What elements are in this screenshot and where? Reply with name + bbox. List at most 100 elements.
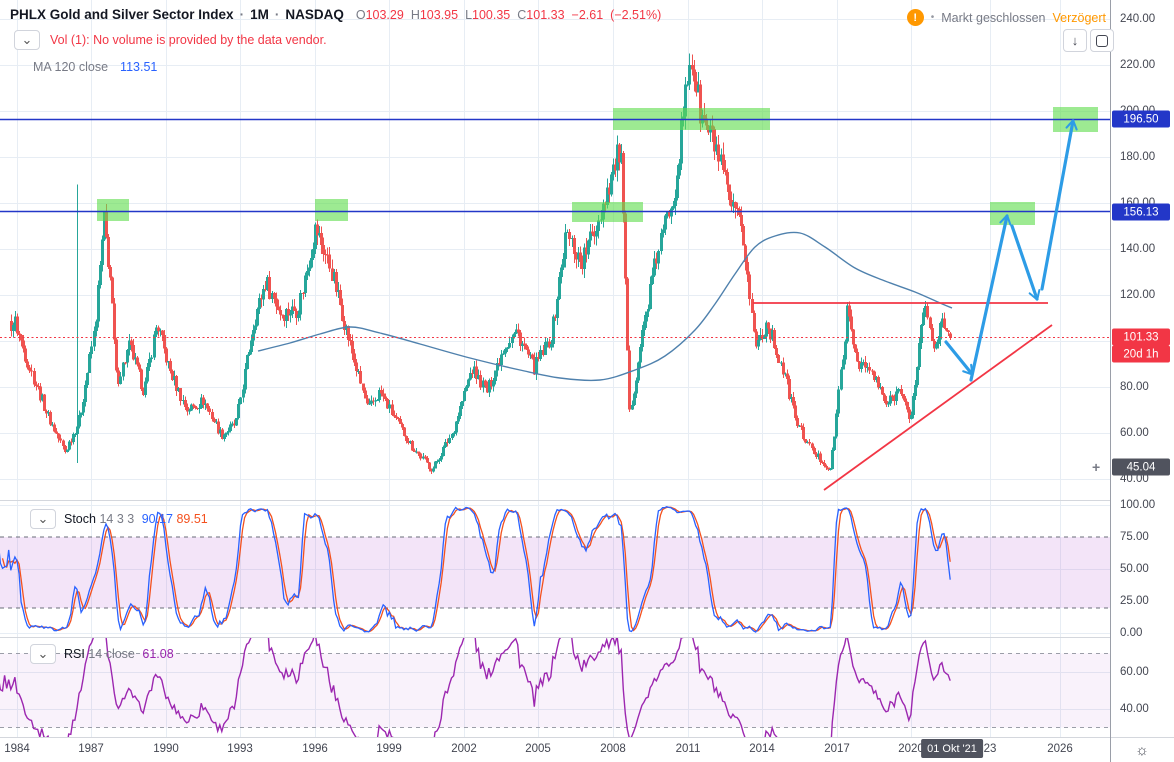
- interval-label[interactable]: 1M: [250, 7, 269, 22]
- time-axis-label: 23: [983, 743, 997, 755]
- price-axis-label: 80.00: [1120, 381, 1149, 393]
- green-highlight-box: [315, 199, 348, 221]
- open-label: O: [355, 7, 366, 22]
- chevron-down-icon: ⌄: [37, 511, 49, 526]
- candles-group: [10, 53, 952, 475]
- price-axis-badge[interactable]: 20d 1h: [1112, 345, 1170, 363]
- price-axis-label: 60.00: [1120, 427, 1149, 439]
- time-axis-label: 1987: [78, 743, 104, 755]
- warning-icon[interactable]: !: [906, 9, 924, 26]
- time-axis-label: 1996: [302, 743, 328, 755]
- close-value: 101.33: [526, 7, 565, 22]
- rsi-name: RSI: [64, 647, 85, 661]
- close-label: C: [517, 7, 527, 22]
- separator-dot: ·: [274, 7, 280, 22]
- time-axis-label: 2014: [749, 743, 775, 755]
- price-axis-badge[interactable]: 45.04: [1112, 458, 1170, 476]
- projection-arrow: [1010, 224, 1041, 301]
- price-axis-label: 240.00: [1120, 13, 1156, 25]
- projection-arrow: [1040, 119, 1078, 291]
- low-label: L: [465, 7, 473, 22]
- ma-legend-row[interactable]: MA 120 close 113.51: [33, 60, 157, 74]
- last-bar-date-badge[interactable]: 01 Okt '21: [921, 739, 983, 758]
- projection-arrow: [944, 340, 974, 376]
- settings-sun-icon[interactable]: ☼: [1135, 741, 1149, 759]
- price-axis[interactable]: 240.00220.00200.00180.00160.00140.00120.…: [1111, 0, 1174, 737]
- collapse-stoch-button[interactable]: ⌄: [30, 509, 56, 529]
- price-axis-badge[interactable]: 196.50: [1112, 110, 1170, 128]
- time-axis[interactable]: 1984 1987 1990 1993 1996 1999 2002 2005 2008 2011…: [0, 738, 1110, 762]
- red-trendline: [823, 324, 1053, 491]
- stoch-k-line: [0, 506, 951, 633]
- add-alert-plus-icon[interactable]: +: [1092, 459, 1101, 475]
- ma-value: 113.51: [120, 60, 158, 74]
- ma-label: MA 120 close: [33, 60, 109, 74]
- chevron-down-icon: ⌄: [37, 646, 49, 661]
- stoch-k-value: 90.17: [141, 512, 173, 526]
- stoch-legend-row[interactable]: ⌄ Stoch 14 3 3 90.17 89.51: [30, 509, 208, 529]
- open-value: 103.29: [365, 7, 404, 22]
- collapse-rsi-button[interactable]: ⌄: [30, 644, 56, 664]
- maximize-pane-button[interactable]: [1090, 29, 1114, 52]
- axis-settings-cell[interactable]: ☼: [1110, 738, 1174, 762]
- time-axis-label: 1984: [4, 743, 30, 755]
- volume-error-message: Vol (1): No volume is provided by the da…: [50, 33, 327, 47]
- rsi-line: [0, 638, 951, 737]
- price-axis-label: 140.00: [1120, 243, 1156, 255]
- drawing-annotations: [0, 107, 1110, 491]
- down-arrow-icon: ↓: [1071, 33, 1079, 48]
- stoch-name: Stoch: [64, 512, 96, 526]
- time-axis-label: 1993: [227, 743, 253, 755]
- time-axis-label: 1990: [153, 743, 179, 755]
- ma-line: [257, 231, 953, 382]
- rsi-value: 61.08: [142, 647, 174, 661]
- price-axis-label: 120.00: [1120, 289, 1156, 301]
- low-value: 100.35: [472, 7, 511, 22]
- rsi-legend-row[interactable]: ⌄ RSI 14 close 61.08: [30, 644, 174, 664]
- chevron-down-icon: ⌄: [21, 32, 33, 47]
- maximize-icon: [1096, 34, 1108, 47]
- volume-legend-row: ⌄ Vol (1): No volume is provided by the …: [14, 30, 327, 50]
- green-highlight-box: [97, 199, 129, 221]
- market-status-bar: ! • Markt geschlossen Verzögert: [906, 9, 1106, 26]
- stoch-band: [0, 537, 1110, 608]
- indicator-axis-label: 40.00: [1120, 703, 1149, 715]
- indicator-axis-label: 75.00: [1120, 531, 1149, 543]
- symbol-title[interactable]: PHLX Gold and Silver Sector Index: [10, 7, 234, 22]
- stoch-d-value: 89.51: [176, 512, 208, 526]
- time-axis-label: 1999: [376, 743, 402, 755]
- price-axis-badge[interactable]: 101.33: [1112, 328, 1170, 346]
- rsi-band: [0, 653, 1110, 728]
- ohlc-values: O103.29 H103.95 L100.35 C101.33 −2.61 (−…: [356, 8, 661, 22]
- delayed-badge[interactable]: Verzögert: [1052, 10, 1106, 25]
- status-dot-icon: •: [930, 12, 935, 23]
- indicator-axis-label: 60.00: [1120, 666, 1149, 678]
- symbol-legend[interactable]: PHLX Gold and Silver Sector Index · 1M ·…: [10, 7, 661, 22]
- high-value: 103.95: [419, 7, 459, 22]
- chart-corner-buttons: ↓: [1063, 29, 1114, 52]
- price-axis-label: 220.00: [1120, 59, 1156, 71]
- collapse-volume-button[interactable]: ⌄: [14, 30, 40, 50]
- grid-lines: [0, 0, 1110, 737]
- indicator-axis-label: 25.00: [1120, 595, 1149, 607]
- rsi-params: 14 close: [88, 647, 135, 661]
- green-highlight-box: [990, 202, 1035, 225]
- time-axis-label: 2026: [1047, 743, 1073, 755]
- time-axis-label: 2002: [451, 743, 477, 755]
- change-percent: (−2.51%): [610, 7, 662, 22]
- separator-dot: ·: [239, 7, 245, 22]
- price-axis-badge[interactable]: 156.13: [1112, 203, 1170, 221]
- time-axis-label: 2005: [525, 743, 551, 755]
- indicator-axis-label: 100.00: [1120, 499, 1156, 511]
- time-axis-label: 2008: [600, 743, 626, 755]
- stoch-params: 14 3 3: [99, 512, 135, 526]
- time-axis-label: 2020: [898, 743, 924, 755]
- time-axis-label: 2017: [824, 743, 850, 755]
- exchange-label: NASDAQ: [285, 7, 344, 22]
- projection-arrow: [969, 214, 1012, 382]
- scroll-to-latest-button[interactable]: ↓: [1063, 29, 1087, 52]
- time-axis-label: 2011: [675, 743, 701, 755]
- indicator-axis-label: 0.00: [1120, 627, 1143, 639]
